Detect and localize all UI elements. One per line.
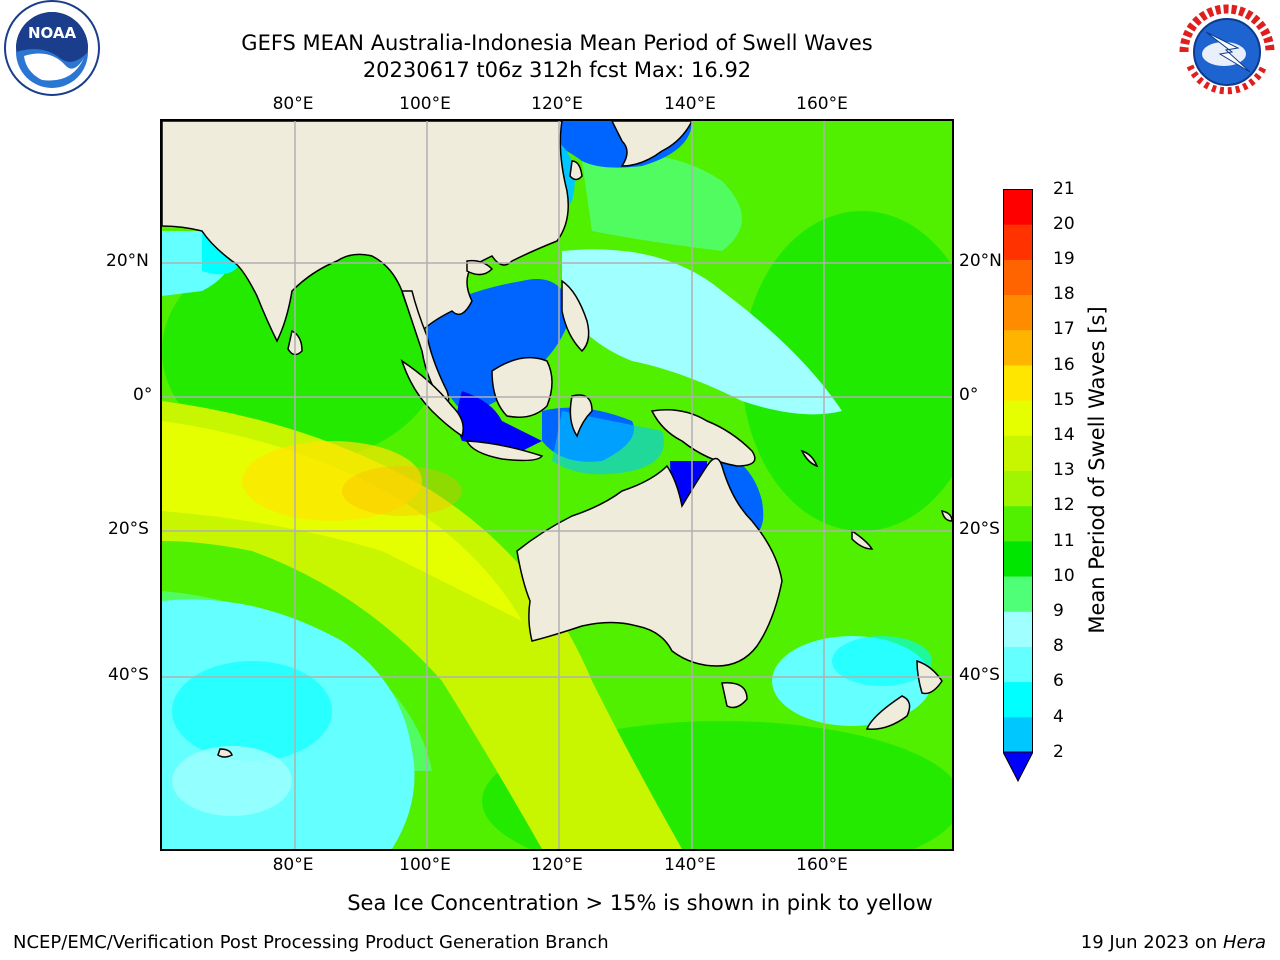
colorbar-swatch (1003, 716, 1033, 753)
lat-tick-right: 20°N (959, 251, 1002, 271)
lat-tick-right: 0° (959, 385, 979, 405)
colorbar-swatch (1003, 540, 1033, 577)
colorbar-tick-label: 9 (1053, 601, 1064, 621)
lon-tick-bottom: 100°E (399, 855, 451, 875)
lat-tick-left: 0° (133, 385, 153, 405)
colorbar-tick-label: 4 (1053, 707, 1064, 727)
swell-zone (582, 154, 742, 251)
colorbar-swatches (1002, 189, 1034, 783)
lon-tick-bottom: 160°E (796, 855, 848, 875)
colorbar-tick-label: 11 (1053, 531, 1075, 551)
kerguelen-island (217, 748, 233, 758)
graticule (162, 121, 952, 849)
colorbar-swatch (1003, 364, 1033, 401)
colorbar-swatch (1003, 329, 1033, 366)
swell-zone (832, 636, 932, 686)
colorbar-tick-label: 18 (1053, 284, 1075, 304)
colorbar-tick-label: 19 (1053, 249, 1075, 269)
tasmania (721, 682, 748, 709)
swell-zone (342, 466, 462, 516)
lon-tick-bottom: 120°E (531, 855, 583, 875)
colorbar-tick-label: 20 (1053, 214, 1075, 234)
new-guinea (650, 409, 756, 467)
swell-zone (562, 249, 842, 415)
footer-machine: Hera (1222, 932, 1266, 953)
sea-ice-note: Sea Ice Concentration > 15% is shown in … (347, 891, 933, 915)
colorbar-swatch (1003, 400, 1033, 436)
java (465, 440, 544, 462)
colorbar-swatch (1003, 576, 1033, 612)
colorbar-tick-label: 15 (1053, 390, 1075, 410)
lon-tick-bottom: 140°E (664, 855, 716, 875)
swell-zone (742, 211, 952, 531)
colorbar-tick-label: 2 (1053, 742, 1064, 762)
colorbar-frame (1003, 189, 1033, 753)
lon-tick-top: 120°E (531, 94, 583, 114)
swell-zone (172, 746, 292, 816)
colorbar-tick-label: 10 (1053, 566, 1075, 586)
map-panel (160, 119, 954, 851)
lat-tick-left: 20°S (108, 519, 149, 539)
lat-tick-left: 20°N (106, 251, 149, 271)
fiji-island (941, 510, 952, 522)
lon-tick-bottom: 80°E (272, 855, 314, 875)
lat-tick-right: 40°S (959, 665, 1000, 685)
swell-zone (457, 391, 542, 451)
lon-tick-top: 80°E (272, 94, 314, 114)
lon-tick-top: 160°E (796, 94, 848, 114)
lon-tick-top: 100°E (399, 94, 451, 114)
footer-credit: NCEP/EMC/Verification Post Processing Pr… (13, 932, 609, 953)
colorbar-tick-label: 8 (1053, 636, 1064, 656)
lat-tick-right: 20°S (959, 519, 1000, 539)
colorbar-tick-label: 17 (1053, 319, 1075, 339)
colorbar-swatch (1003, 224, 1033, 260)
colorbar-swatch (1003, 470, 1033, 507)
new-caledonia (851, 529, 874, 550)
map-subtitle: 20230617 t06z 312h fcst Max: 16.92 (362, 58, 752, 82)
colorbar-tick-label: 21 (1053, 179, 1075, 199)
hainan (466, 259, 494, 276)
taiwan (569, 160, 583, 181)
noaa-logo: NOAA (2, 0, 102, 100)
lon-tick-top: 140°E (664, 94, 716, 114)
nws-logo (1176, 2, 1278, 102)
colorbar-swatch (1003, 294, 1033, 331)
swell-zone (242, 441, 422, 521)
borneo (491, 356, 553, 418)
colorbar-swatch (1003, 611, 1033, 647)
footer-date: 19 Jun 2023 on (1080, 932, 1223, 953)
japan (611, 121, 693, 167)
colorbar-title: Mean Period of Swell Waves [s] (1085, 306, 1109, 634)
new-zealand-south (865, 695, 911, 730)
colorbar-tick-label: 6 (1053, 671, 1064, 691)
colorbar-under-extension (1002, 751, 1034, 783)
lat-tick-left: 40°S (108, 665, 149, 685)
colorbar-tick-label: 13 (1053, 460, 1075, 480)
footer-date-line: 19 Jun 2023 on Hera (1081, 932, 1266, 953)
colorbar-swatch (1003, 259, 1033, 296)
svg-text:NOAA: NOAA (28, 24, 77, 42)
colorbar-swatch (1003, 646, 1033, 683)
swell-zone (172, 661, 332, 761)
colorbar-swatch (1003, 505, 1033, 542)
solomon-islands (800, 449, 819, 468)
landmass (162, 121, 952, 758)
colorbar-tick-label: 12 (1053, 495, 1075, 515)
swell-period-map (162, 121, 952, 849)
colorbar-tick-label: 14 (1053, 425, 1075, 445)
colorbar-swatch (1003, 681, 1033, 718)
colorbar-swatch (1003, 435, 1033, 471)
colorbar-tick-label: 16 (1053, 355, 1075, 375)
malay-peninsula (400, 290, 450, 403)
map-title: GEFS MEAN Australia-Indonesia Mean Perio… (241, 31, 873, 55)
australia (516, 457, 783, 667)
sumatra (400, 359, 464, 438)
philippines (561, 279, 590, 353)
colorbar (1002, 189, 1034, 785)
colorbar-swatch (1003, 189, 1033, 225)
swell-zone (717, 451, 764, 536)
